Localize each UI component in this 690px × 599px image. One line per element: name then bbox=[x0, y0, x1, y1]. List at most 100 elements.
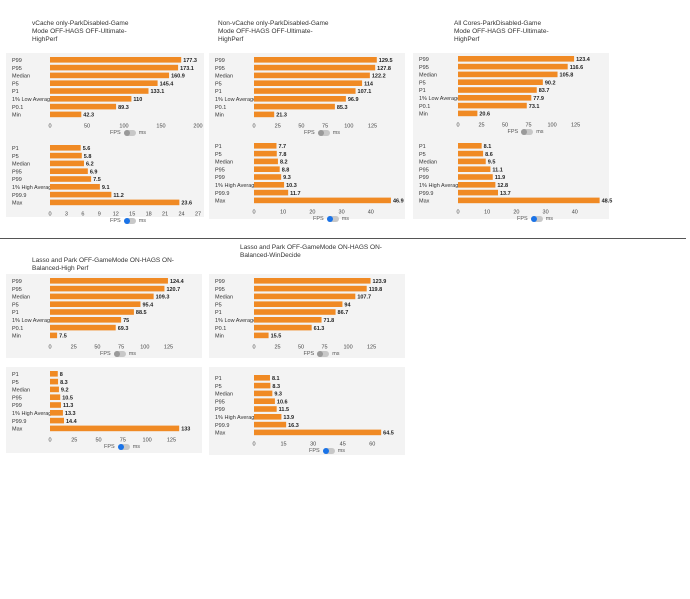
toggle-switch[interactable] bbox=[317, 351, 330, 358]
bar[interactable] bbox=[50, 88, 149, 94]
fps-ms-toggle[interactable]: FPS ms bbox=[313, 216, 349, 223]
bar[interactable] bbox=[254, 150, 277, 157]
bar[interactable] bbox=[458, 79, 543, 85]
bar[interactable] bbox=[50, 64, 179, 71]
bar[interactable] bbox=[254, 96, 346, 102]
bar[interactable] bbox=[254, 406, 277, 412]
bar[interactable] bbox=[254, 64, 376, 71]
bar[interactable] bbox=[50, 332, 58, 339]
bar[interactable] bbox=[50, 57, 182, 63]
fps-ms-toggle[interactable]: FPS ms bbox=[304, 351, 340, 358]
bar[interactable] bbox=[254, 332, 269, 339]
bar[interactable] bbox=[50, 184, 100, 190]
bar[interactable] bbox=[50, 293, 154, 300]
bar[interactable] bbox=[254, 390, 273, 397]
toggle-switch[interactable] bbox=[317, 130, 330, 137]
bar[interactable] bbox=[254, 278, 371, 284]
bar[interactable] bbox=[458, 166, 491, 172]
bar[interactable] bbox=[458, 71, 558, 78]
bar[interactable] bbox=[50, 309, 134, 315]
bar[interactable] bbox=[50, 278, 168, 284]
bar[interactable] bbox=[50, 324, 116, 331]
bar[interactable] bbox=[254, 103, 335, 110]
toggle-switch[interactable] bbox=[521, 129, 534, 136]
bar[interactable] bbox=[254, 285, 367, 292]
bar[interactable] bbox=[50, 152, 82, 159]
bar[interactable] bbox=[254, 317, 322, 323]
bar[interactable] bbox=[50, 145, 81, 151]
bar[interactable] bbox=[254, 414, 282, 420]
bar[interactable] bbox=[458, 110, 478, 117]
bar[interactable] bbox=[50, 160, 84, 167]
bar[interactable] bbox=[254, 293, 356, 300]
bar[interactable] bbox=[50, 386, 59, 393]
bar[interactable] bbox=[50, 301, 141, 307]
bar[interactable] bbox=[254, 182, 285, 188]
bar[interactable] bbox=[50, 191, 112, 198]
bar[interactable] bbox=[50, 402, 61, 408]
bar[interactable] bbox=[50, 378, 59, 385]
bar[interactable] bbox=[254, 398, 275, 404]
bar[interactable] bbox=[458, 174, 493, 180]
bar[interactable] bbox=[50, 425, 180, 432]
fps-ms-toggle[interactable]: FPS ms bbox=[110, 130, 146, 137]
bar[interactable] bbox=[50, 111, 82, 118]
bar[interactable] bbox=[458, 189, 499, 196]
bar[interactable] bbox=[458, 87, 537, 93]
bar[interactable] bbox=[458, 182, 496, 188]
bar[interactable] bbox=[458, 95, 532, 101]
bar[interactable] bbox=[254, 72, 370, 79]
bar[interactable] bbox=[254, 111, 275, 118]
bar[interactable] bbox=[50, 410, 63, 416]
bar[interactable] bbox=[458, 150, 484, 157]
bar[interactable] bbox=[254, 324, 312, 331]
bar[interactable] bbox=[50, 72, 170, 79]
bar[interactable] bbox=[254, 143, 277, 149]
bar[interactable] bbox=[458, 56, 575, 62]
bar[interactable] bbox=[50, 96, 132, 102]
bar[interactable] bbox=[254, 301, 343, 307]
bar[interactable] bbox=[50, 80, 158, 86]
toggle-switch[interactable] bbox=[322, 448, 335, 455]
bar[interactable] bbox=[254, 174, 282, 180]
fps-ms-toggle[interactable]: FPS ms bbox=[110, 218, 146, 225]
bar[interactable] bbox=[458, 158, 486, 165]
bar[interactable] bbox=[254, 158, 278, 165]
bar[interactable] bbox=[254, 375, 270, 381]
bar[interactable] bbox=[254, 197, 391, 204]
bar[interactable] bbox=[254, 166, 280, 172]
bar[interactable] bbox=[50, 285, 165, 292]
bar[interactable] bbox=[50, 317, 122, 323]
toggle-switch[interactable] bbox=[326, 216, 339, 223]
bar[interactable] bbox=[50, 176, 92, 182]
toggle-switch[interactable] bbox=[123, 218, 136, 225]
bar[interactable] bbox=[254, 429, 382, 436]
fps-ms-toggle[interactable]: FPS ms bbox=[508, 129, 544, 136]
bar[interactable] bbox=[458, 102, 527, 109]
bar[interactable] bbox=[254, 382, 271, 389]
bar[interactable] bbox=[50, 168, 88, 174]
bar[interactable] bbox=[50, 199, 180, 206]
bar[interactable] bbox=[254, 88, 356, 94]
bar[interactable] bbox=[458, 63, 568, 70]
bar[interactable] bbox=[458, 197, 600, 204]
fps-ms-toggle[interactable]: FPS ms bbox=[309, 448, 345, 455]
toggle-switch[interactable] bbox=[113, 351, 126, 358]
bar[interactable] bbox=[50, 417, 64, 424]
toggle-switch[interactable] bbox=[117, 444, 130, 451]
bar[interactable] bbox=[50, 371, 58, 377]
fps-ms-toggle[interactable]: FPS ms bbox=[100, 351, 136, 358]
fps-ms-toggle[interactable]: FPS ms bbox=[304, 130, 340, 137]
bar[interactable] bbox=[254, 189, 289, 196]
fps-ms-toggle[interactable]: FPS ms bbox=[517, 216, 553, 223]
fps-ms-toggle[interactable]: FPS ms bbox=[104, 444, 140, 451]
bar[interactable] bbox=[254, 57, 377, 63]
bar[interactable] bbox=[458, 143, 482, 149]
bar[interactable] bbox=[254, 80, 363, 86]
toggle-switch[interactable] bbox=[530, 216, 543, 223]
bar[interactable] bbox=[254, 421, 287, 428]
bar[interactable] bbox=[50, 103, 117, 110]
bar[interactable] bbox=[254, 309, 336, 315]
toggle-switch[interactable] bbox=[123, 130, 136, 137]
bar[interactable] bbox=[50, 394, 61, 400]
